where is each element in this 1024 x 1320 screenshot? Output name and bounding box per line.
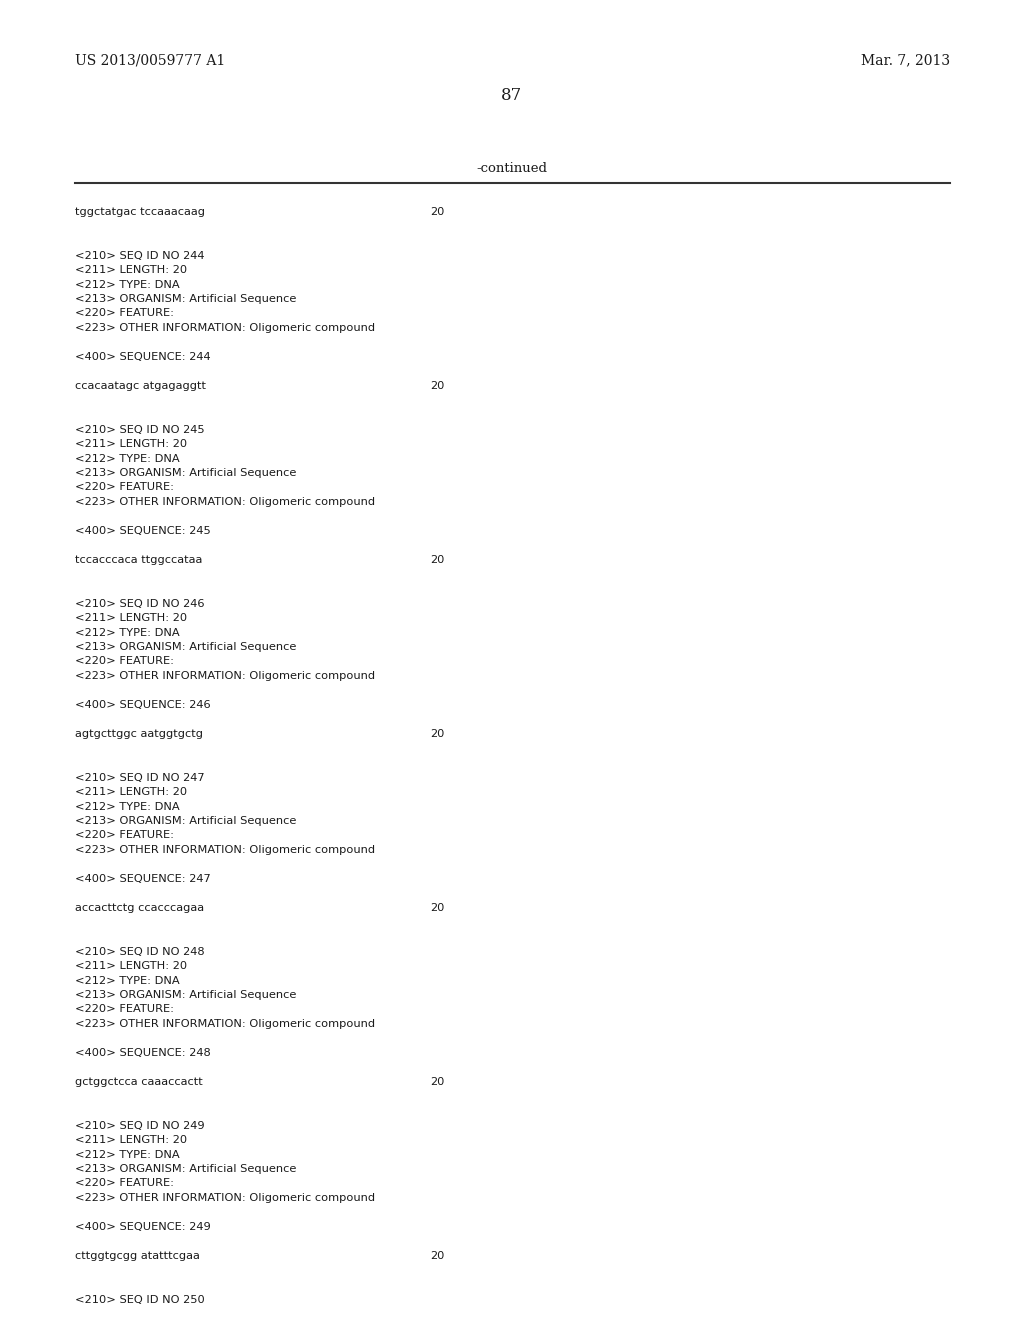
Text: <213> ORGANISM: Artificial Sequence: <213> ORGANISM: Artificial Sequence (75, 294, 296, 304)
Text: tggctatgac tccaaacaag: tggctatgac tccaaacaag (75, 207, 205, 216)
Text: <210> SEQ ID NO 248: <210> SEQ ID NO 248 (75, 946, 205, 957)
Text: 20: 20 (430, 554, 444, 565)
Text: 20: 20 (430, 729, 444, 739)
Text: <400> SEQUENCE: 246: <400> SEQUENCE: 246 (75, 700, 211, 710)
Text: <220> FEATURE:: <220> FEATURE: (75, 483, 174, 492)
Text: 20: 20 (430, 903, 444, 913)
Text: -continued: -continued (476, 161, 548, 174)
Text: <220> FEATURE:: <220> FEATURE: (75, 1005, 174, 1015)
Text: <213> ORGANISM: Artificial Sequence: <213> ORGANISM: Artificial Sequence (75, 469, 296, 478)
Text: cttggtgcgg atatttcgaa: cttggtgcgg atatttcgaa (75, 1251, 200, 1261)
Text: 20: 20 (430, 1251, 444, 1261)
Text: agtgcttggc aatggtgctg: agtgcttggc aatggtgctg (75, 729, 203, 739)
Text: <400> SEQUENCE: 244: <400> SEQUENCE: 244 (75, 352, 211, 362)
Text: ccacaatagc atgagaggtt: ccacaatagc atgagaggtt (75, 381, 206, 391)
Text: Mar. 7, 2013: Mar. 7, 2013 (861, 53, 950, 67)
Text: <213> ORGANISM: Artificial Sequence: <213> ORGANISM: Artificial Sequence (75, 990, 296, 1001)
Text: <220> FEATURE:: <220> FEATURE: (75, 656, 174, 667)
Text: <210> SEQ ID NO 244: <210> SEQ ID NO 244 (75, 251, 205, 260)
Text: <212> TYPE: DNA: <212> TYPE: DNA (75, 975, 179, 986)
Text: <213> ORGANISM: Artificial Sequence: <213> ORGANISM: Artificial Sequence (75, 816, 296, 826)
Text: <211> LENGTH: 20: <211> LENGTH: 20 (75, 612, 187, 623)
Text: <211> LENGTH: 20: <211> LENGTH: 20 (75, 440, 187, 449)
Text: <210> SEQ ID NO 247: <210> SEQ ID NO 247 (75, 772, 205, 783)
Text: 20: 20 (430, 207, 444, 216)
Text: <400> SEQUENCE: 249: <400> SEQUENCE: 249 (75, 1222, 211, 1232)
Text: <223> OTHER INFORMATION: Oligomeric compound: <223> OTHER INFORMATION: Oligomeric comp… (75, 671, 375, 681)
Text: <211> LENGTH: 20: <211> LENGTH: 20 (75, 787, 187, 797)
Text: <223> OTHER INFORMATION: Oligomeric compound: <223> OTHER INFORMATION: Oligomeric comp… (75, 1193, 375, 1203)
Text: 20: 20 (430, 1077, 444, 1086)
Text: accacttctg ccacccagaa: accacttctg ccacccagaa (75, 903, 204, 913)
Text: gctggctcca caaaccactt: gctggctcca caaaccactt (75, 1077, 203, 1086)
Text: <220> FEATURE:: <220> FEATURE: (75, 830, 174, 841)
Text: <212> TYPE: DNA: <212> TYPE: DNA (75, 280, 179, 289)
Text: <213> ORGANISM: Artificial Sequence: <213> ORGANISM: Artificial Sequence (75, 1164, 296, 1173)
Text: <223> OTHER INFORMATION: Oligomeric compound: <223> OTHER INFORMATION: Oligomeric comp… (75, 323, 375, 333)
Text: <212> TYPE: DNA: <212> TYPE: DNA (75, 454, 179, 463)
Text: <210> SEQ ID NO 249: <210> SEQ ID NO 249 (75, 1121, 205, 1130)
Text: <211> LENGTH: 20: <211> LENGTH: 20 (75, 1135, 187, 1144)
Text: <210> SEQ ID NO 250: <210> SEQ ID NO 250 (75, 1295, 205, 1304)
Text: <211> LENGTH: 20: <211> LENGTH: 20 (75, 265, 187, 275)
Text: <210> SEQ ID NO 245: <210> SEQ ID NO 245 (75, 425, 205, 434)
Text: <212> TYPE: DNA: <212> TYPE: DNA (75, 801, 179, 812)
Text: 20: 20 (430, 381, 444, 391)
Text: <400> SEQUENCE: 247: <400> SEQUENCE: 247 (75, 874, 211, 884)
Text: <213> ORGANISM: Artificial Sequence: <213> ORGANISM: Artificial Sequence (75, 642, 296, 652)
Text: <220> FEATURE:: <220> FEATURE: (75, 309, 174, 318)
Text: 87: 87 (502, 87, 522, 103)
Text: <223> OTHER INFORMATION: Oligomeric compound: <223> OTHER INFORMATION: Oligomeric comp… (75, 845, 375, 855)
Text: <210> SEQ ID NO 246: <210> SEQ ID NO 246 (75, 598, 205, 609)
Text: <400> SEQUENCE: 248: <400> SEQUENCE: 248 (75, 1048, 211, 1059)
Text: <212> TYPE: DNA: <212> TYPE: DNA (75, 1150, 179, 1159)
Text: <400> SEQUENCE: 245: <400> SEQUENCE: 245 (75, 525, 211, 536)
Text: tccacccaca ttggccataa: tccacccaca ttggccataa (75, 554, 203, 565)
Text: <223> OTHER INFORMATION: Oligomeric compound: <223> OTHER INFORMATION: Oligomeric comp… (75, 1019, 375, 1030)
Text: <211> LENGTH: 20: <211> LENGTH: 20 (75, 961, 187, 972)
Text: <212> TYPE: DNA: <212> TYPE: DNA (75, 627, 179, 638)
Text: <223> OTHER INFORMATION: Oligomeric compound: <223> OTHER INFORMATION: Oligomeric comp… (75, 498, 375, 507)
Text: <220> FEATURE:: <220> FEATURE: (75, 1179, 174, 1188)
Text: US 2013/0059777 A1: US 2013/0059777 A1 (75, 53, 225, 67)
